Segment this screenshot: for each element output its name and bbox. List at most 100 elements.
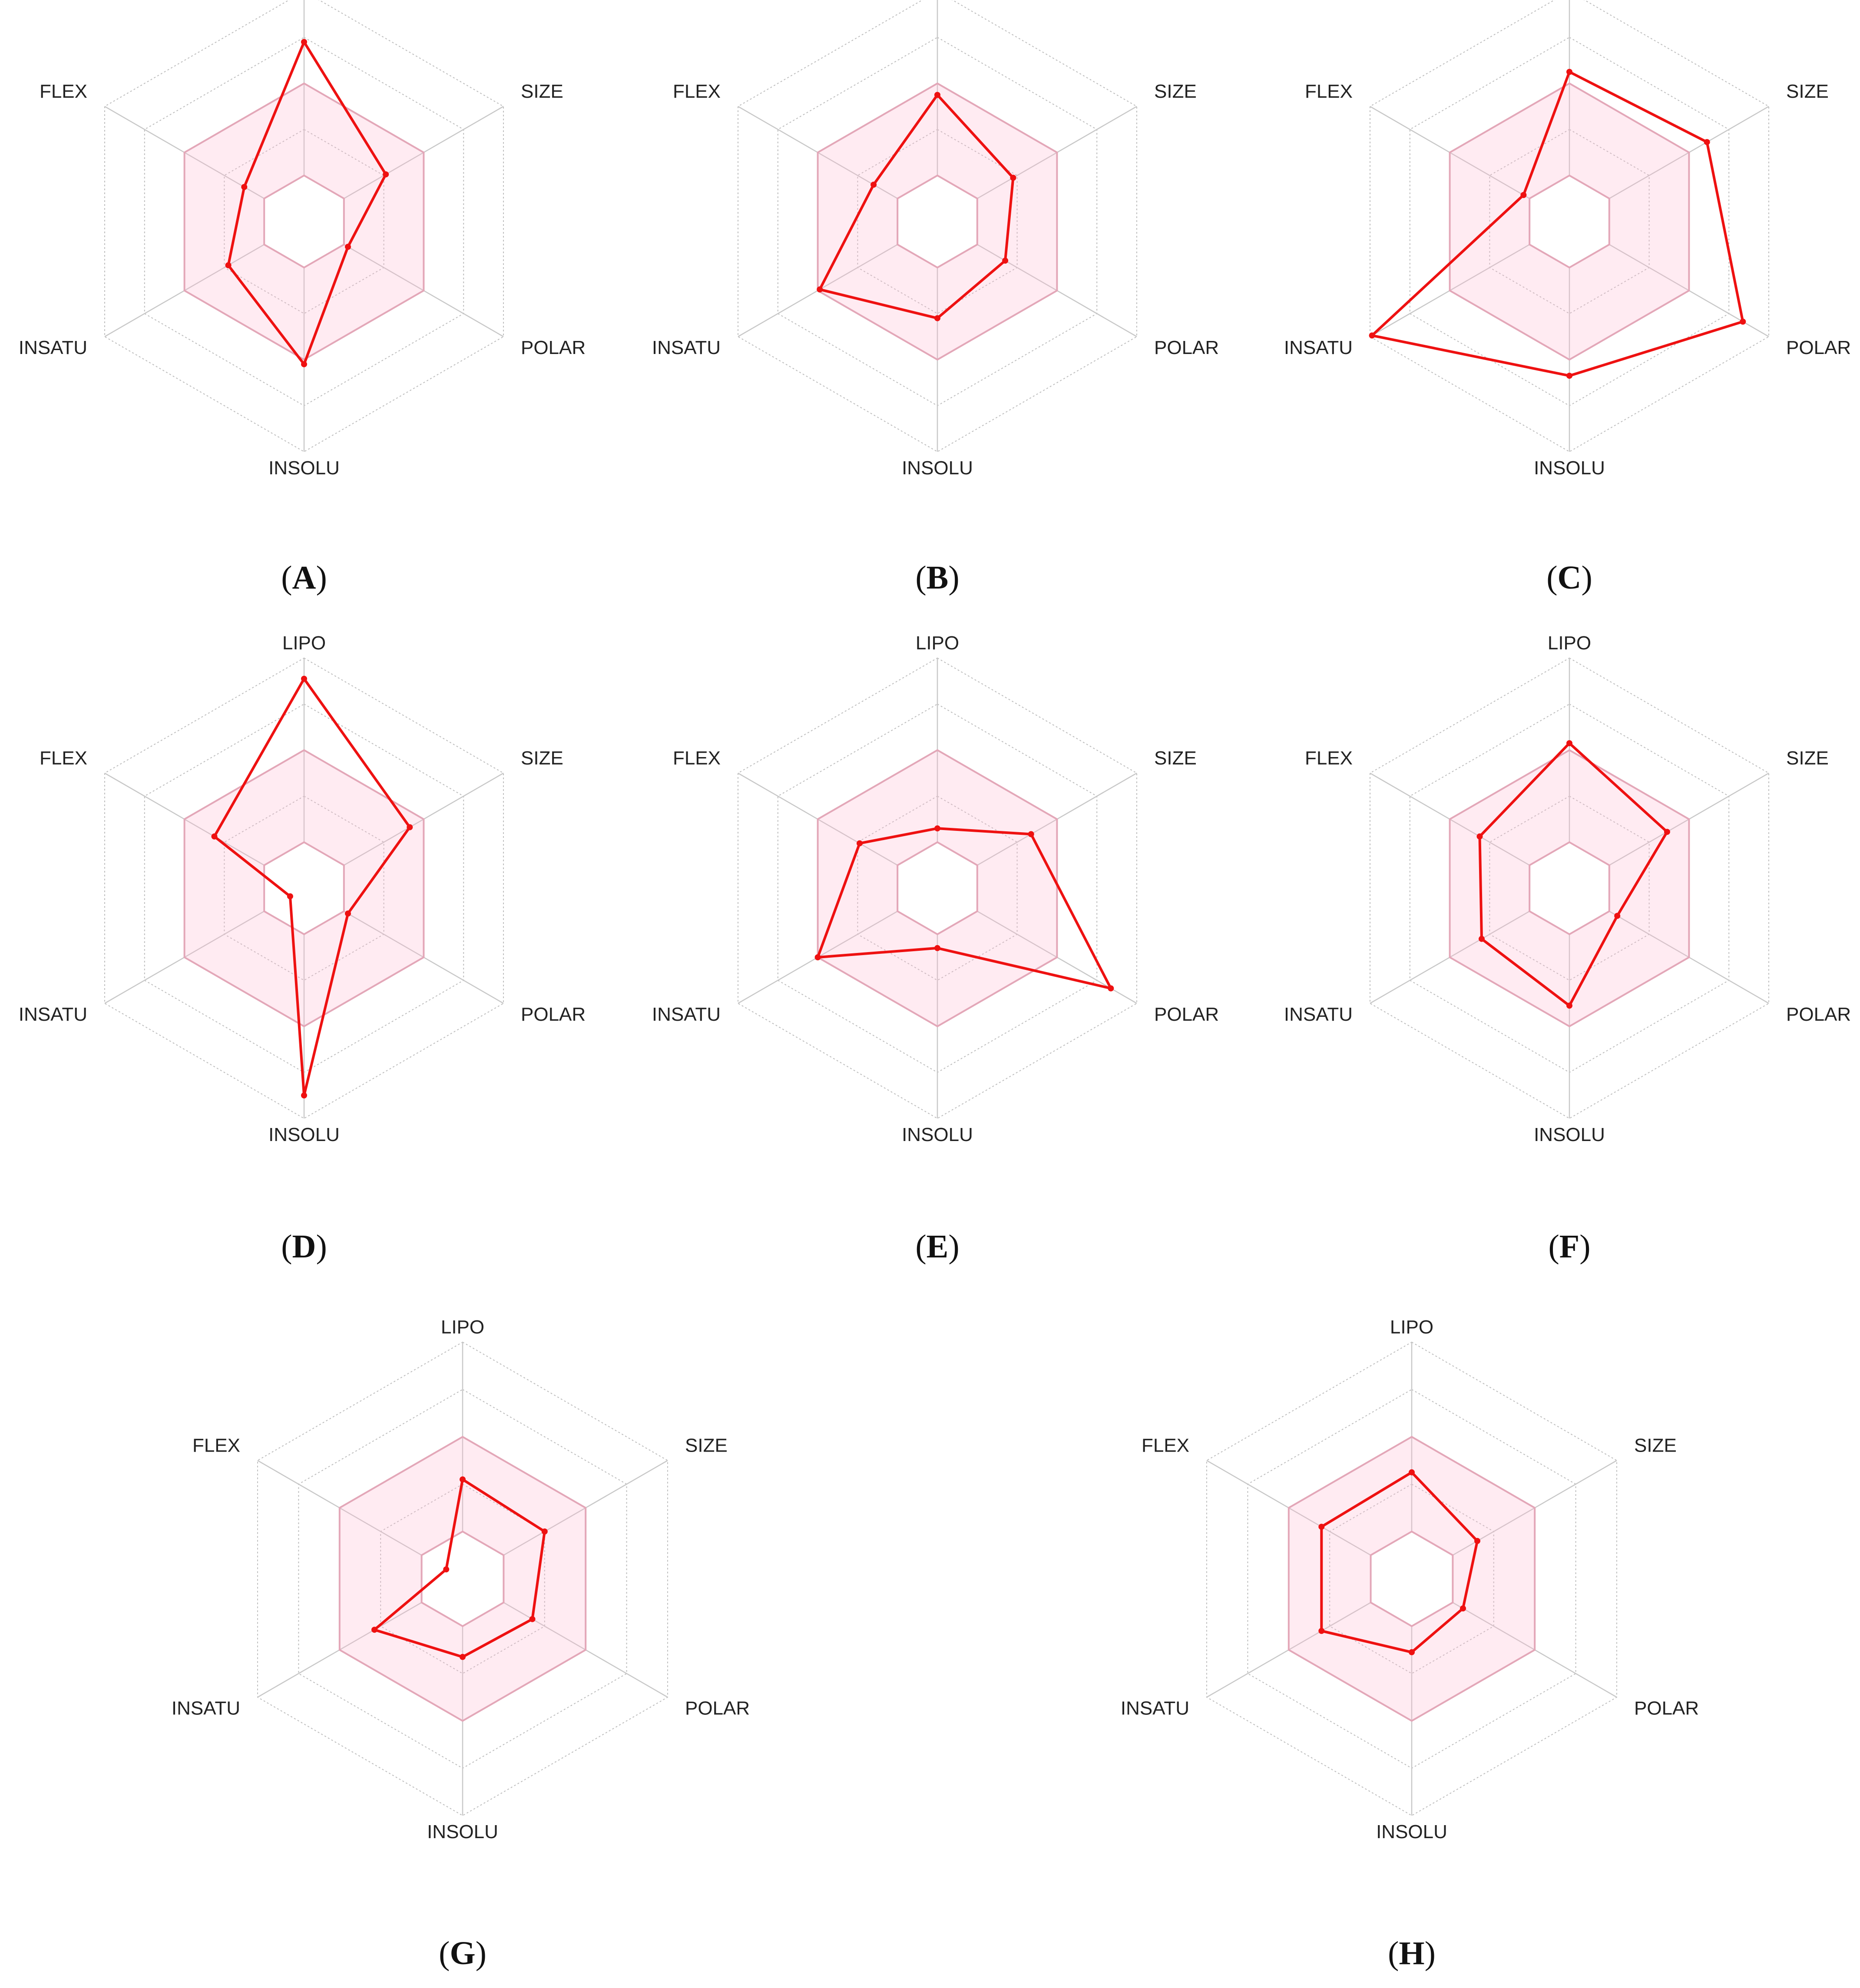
axis-label-insatu: INSATU	[172, 1698, 240, 1719]
axis-label-insolu: INSOLU	[1534, 1124, 1605, 1145]
data-point-lipo	[1566, 740, 1572, 747]
data-point-lipo	[934, 92, 940, 98]
axis-label-size: SIZE	[1786, 748, 1829, 769]
data-point-polar	[345, 244, 351, 250]
data-point-size	[1010, 175, 1016, 181]
panel-caption-g: (G)	[439, 1935, 487, 1971]
data-point-flex	[241, 184, 248, 190]
axis-label-lipo: LIPO	[916, 632, 959, 654]
radar-panel-h: LIPO SIZE POLAR INSOLU INSATU FLEX (H)	[1121, 1317, 1699, 1971]
axis-label-insatu: INSATU	[1284, 1004, 1353, 1025]
axis-label-lipo: LIPO	[1390, 1317, 1433, 1338]
data-point-flex	[1476, 833, 1483, 840]
data-point-lipo	[460, 1476, 466, 1483]
axis-label-polar: POLAR	[521, 1004, 586, 1025]
axis-label-polar: POLAR	[1634, 1698, 1699, 1719]
data-point-insolu	[1409, 1649, 1415, 1655]
data-point-insolu	[1566, 1002, 1572, 1009]
radar-panel-f: LIPO SIZE POLAR INSOLU INSATU FLEX (F)	[1284, 632, 1851, 1265]
axis-label-insolu: INSOLU	[268, 457, 340, 479]
axis-label-size: SIZE	[1154, 748, 1197, 769]
axis-label-insolu: INSOLU	[1376, 1821, 1447, 1842]
data-point-size	[1664, 829, 1670, 835]
axis-label-insolu: INSOLU	[427, 1821, 498, 1842]
data-point-insolu	[301, 361, 307, 367]
optimal-range-zone	[1287, 1436, 1536, 1722]
axis-label-lipo: LIPO	[282, 632, 326, 654]
data-point-polar	[1002, 258, 1009, 264]
data-point-insatu	[1318, 1627, 1325, 1634]
radar-panel-d: LIPO SIZE POLAR INSOLU INSATU FLEX (D)	[19, 632, 586, 1265]
axis-label-flex: FLEX	[673, 81, 721, 102]
optimal-range-zone	[338, 1436, 587, 1722]
panel-caption-d: (D)	[281, 1228, 327, 1265]
data-point-polar	[1108, 985, 1114, 992]
data-point-polar	[1740, 318, 1746, 325]
data-point-insatu	[287, 893, 293, 900]
axis-label-polar: POLAR	[1786, 337, 1851, 358]
radar-panel-e: LIPO SIZE POLAR INSOLU INSATU FLEX (E)	[652, 632, 1219, 1265]
axis-label-flex: FLEX	[40, 748, 87, 769]
data-point-flex	[857, 840, 863, 847]
data-point-insatu	[814, 954, 821, 960]
data-point-size	[407, 824, 413, 830]
axis-label-polar: POLAR	[1154, 1004, 1219, 1025]
axis-label-insolu: INSOLU	[902, 457, 973, 479]
optimal-range-zone	[183, 749, 425, 1028]
axis-label-polar: POLAR	[1154, 337, 1219, 358]
data-point-size	[541, 1528, 548, 1535]
data-point-flex	[1318, 1524, 1325, 1530]
data-point-polar	[345, 910, 351, 917]
axis-label-insolu: INSOLU	[268, 1124, 340, 1145]
axis-label-insatu: INSATU	[1284, 337, 1353, 358]
data-point-flex	[443, 1566, 450, 1573]
axis-label-flex: FLEX	[192, 1435, 240, 1456]
optimal-range-zone	[1449, 749, 1690, 1028]
data-point-insolu	[460, 1654, 466, 1660]
data-point-polar	[1460, 1605, 1466, 1612]
data-point-insatu	[1369, 332, 1375, 339]
data-point-insatu	[371, 1627, 377, 1633]
data-point-size	[1028, 831, 1034, 837]
axis-label-polar: POLAR	[1786, 1004, 1851, 1025]
optimal-range-zone	[183, 82, 425, 361]
axis-label-size: SIZE	[1634, 1435, 1677, 1456]
axis-label-insatu: INSATU	[19, 337, 87, 358]
axis-label-insatu: INSATU	[652, 1004, 721, 1025]
optimal-range-zone	[817, 749, 1058, 1028]
panel-caption-e: (E)	[915, 1228, 959, 1265]
data-point-lipo	[1566, 69, 1572, 75]
axis-label-polar: POLAR	[521, 337, 586, 358]
data-point-polar	[1614, 913, 1621, 919]
data-point-flex	[211, 833, 218, 840]
data-point-insolu	[934, 315, 940, 321]
panel-caption-c: (C)	[1546, 559, 1592, 596]
axis-label-size: SIZE	[521, 748, 563, 769]
axis-label-insatu: INSATU	[1121, 1698, 1189, 1719]
data-point-lipo	[1409, 1469, 1415, 1475]
data-point-lipo	[934, 825, 940, 832]
axis-label-insatu: INSATU	[652, 337, 721, 358]
axis-label-size: SIZE	[1786, 81, 1829, 102]
panel-caption-a: (A)	[281, 559, 327, 596]
data-point-flex	[1520, 192, 1527, 198]
axis-label-insolu: INSOLU	[902, 1124, 973, 1145]
optimal-range-zone	[817, 82, 1058, 361]
data-point-flex	[870, 182, 877, 188]
data-point-insatu	[1479, 936, 1485, 942]
data-point-insolu	[301, 1092, 307, 1098]
axis-label-lipo: LIPO	[441, 1317, 484, 1338]
data-point-polar	[529, 1616, 536, 1622]
axis-label-lipo: LIPO	[1548, 632, 1591, 654]
axis-label-insatu: INSATU	[19, 1004, 87, 1025]
data-point-size	[1474, 1538, 1480, 1544]
axis-label-flex: FLEX	[1305, 748, 1353, 769]
axis-label-flex: FLEX	[673, 748, 721, 769]
data-point-size	[1704, 139, 1710, 146]
panel-caption-b: (B)	[915, 559, 959, 596]
axis-label-flex: FLEX	[40, 81, 87, 102]
axis-label-polar: POLAR	[685, 1698, 750, 1719]
